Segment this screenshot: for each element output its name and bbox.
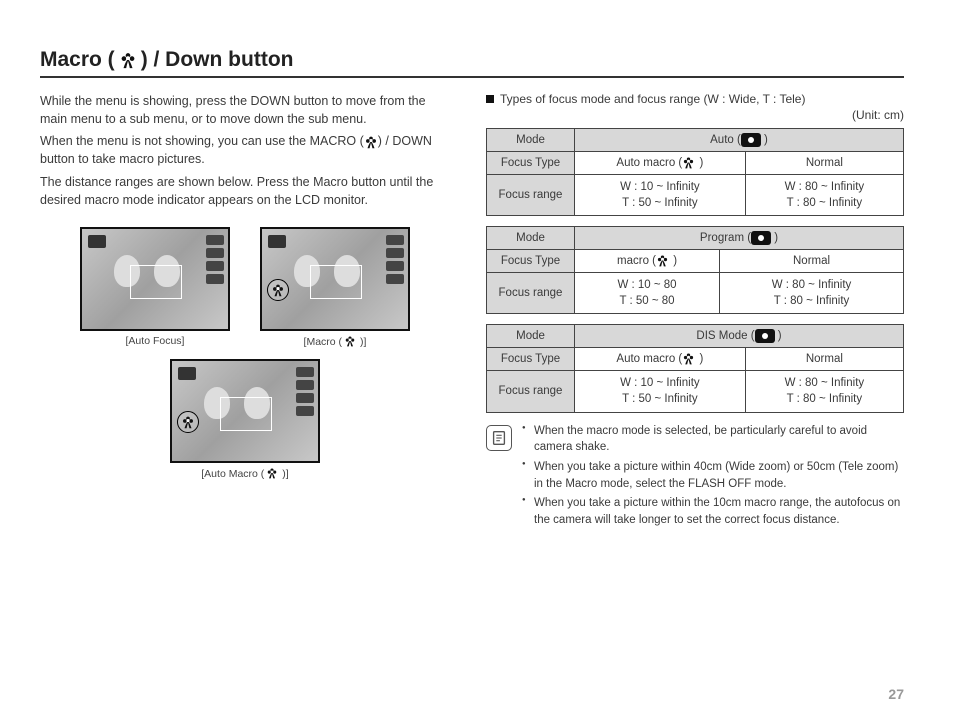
bullet-square-icon (486, 95, 494, 103)
types-label: Types of focus mode and focus range (W :… (500, 92, 805, 106)
note-item: When you take a picture within the 10cm … (522, 495, 904, 528)
cell-focus-type: Focus Type (487, 250, 575, 273)
right-column: Types of focus mode and focus range (W :… (486, 92, 904, 532)
lcd-screen (170, 359, 320, 463)
cell-type1: Auto macro ( ) (575, 152, 746, 175)
title-rule (40, 76, 904, 78)
cell-range2: W : 80 ~ Infinity T : 80 ~ Infinity (745, 371, 903, 412)
cell-mode: Mode (487, 129, 575, 152)
macro-flower-icon (656, 254, 670, 268)
macro-flower-icon (119, 51, 137, 69)
auto-macro-indicator-icon (177, 411, 199, 433)
caption-auto-focus: [Auto Focus] (80, 335, 230, 347)
unit-label: (Unit: cm) (486, 108, 904, 122)
lcd-screen (80, 227, 230, 331)
intro-paragraph-1: While the menu is showing, press the DOW… (40, 92, 450, 128)
types-header: Types of focus mode and focus range (W :… (486, 92, 904, 106)
cell-mode: Mode (487, 325, 575, 348)
lcd-row-1: [Auto Focus] [Macro ( )] (40, 227, 450, 349)
lcd-screen (260, 227, 410, 331)
cell-range1: W : 10 ~ Infinity T : 50 ~ Infinity (575, 175, 746, 216)
cell-type2: Normal (745, 348, 903, 371)
macro-flower-icon (364, 135, 378, 149)
caption-macro: [Macro ( )] (260, 335, 410, 349)
page-title: Macro ( ) / Down button (40, 48, 904, 72)
intro-paragraph-2: When the menu is not showing, you can us… (40, 132, 450, 168)
note-box: When the macro mode is selected, be part… (486, 423, 904, 532)
note-icon (486, 425, 512, 451)
cell-mode: Mode (487, 227, 575, 250)
cell-mode-value: DIS Mode ( ) (575, 325, 904, 348)
title-suffix: ) / Down button (141, 48, 294, 72)
camera-mode-icon (741, 133, 761, 147)
cell-range2: W : 80 ~ Infinity T : 80 ~ Infinity (720, 273, 904, 314)
cell-mode-value: Auto ( ) (575, 129, 904, 152)
cell-range1: W : 10 ~ Infinity T : 50 ~ Infinity (575, 371, 746, 412)
focus-table-dis: Mode DIS Mode ( ) Focus Type Auto macro … (486, 324, 904, 412)
camera-mode-icon (755, 329, 775, 343)
cell-type1: Auto macro ( ) (575, 348, 746, 371)
left-column: While the menu is showing, press the DOW… (40, 92, 450, 532)
cell-focus-range: Focus range (487, 175, 575, 216)
lcd-auto-focus: [Auto Focus] (80, 227, 230, 349)
cell-focus-type: Focus Type (487, 152, 575, 175)
note-item: When you take a picture within 40cm (Wid… (522, 459, 904, 492)
cell-type2: Normal (745, 152, 903, 175)
camera-mode-icon (751, 231, 771, 245)
macro-flower-icon (344, 335, 358, 349)
macro-indicator-icon (267, 279, 289, 301)
cell-range1: W : 10 ~ 80 T : 50 ~ 80 (575, 273, 720, 314)
lcd-auto-macro: [Auto Macro ( )] (170, 359, 320, 481)
cell-type2: Normal (720, 250, 904, 273)
focus-table-program: Mode Program ( ) Focus Type macro ( ) No… (486, 226, 904, 314)
macro-flower-icon (682, 352, 696, 366)
intro-paragraph-3: The distance ranges are shown below. Pre… (40, 173, 450, 209)
cell-focus-type: Focus Type (487, 348, 575, 371)
cell-focus-range: Focus range (487, 371, 575, 412)
cell-type1: macro ( ) (575, 250, 720, 273)
cell-mode-value: Program ( ) (575, 227, 904, 250)
note-list: When the macro mode is selected, be part… (522, 423, 904, 532)
note-item: When the macro mode is selected, be part… (522, 423, 904, 456)
macro-flower-icon (682, 156, 696, 170)
macro-flower-icon (266, 467, 280, 481)
cell-focus-range: Focus range (487, 273, 575, 314)
focus-table-auto: Mode Auto ( ) Focus Type Auto macro ( ) … (486, 128, 904, 216)
lcd-macro: [Macro ( )] (260, 227, 410, 349)
intro-p2a: When the menu is not showing, you can us… (40, 134, 364, 148)
lcd-row-2: [Auto Macro ( )] (40, 359, 450, 481)
page-number: 27 (888, 686, 904, 702)
cell-range2: W : 80 ~ Infinity T : 80 ~ Infinity (745, 175, 903, 216)
title-prefix: Macro ( (40, 48, 115, 72)
caption-auto-macro: [Auto Macro ( )] (170, 467, 320, 481)
